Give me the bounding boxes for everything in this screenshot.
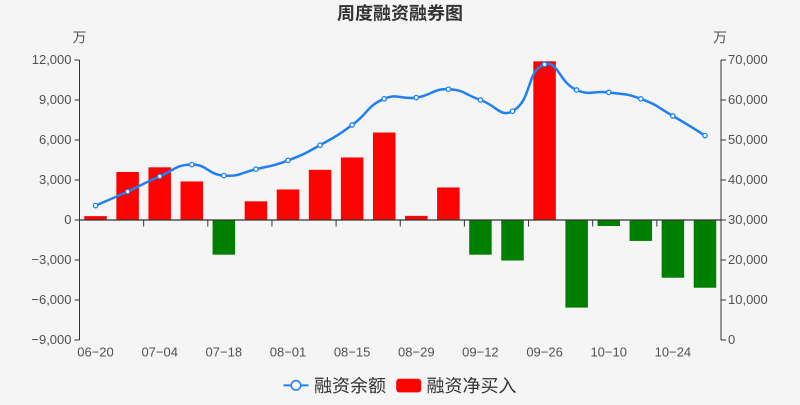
svg-text:08−01: 08−01: [270, 345, 307, 360]
svg-text:40,000: 40,000: [728, 172, 768, 187]
svg-text:3,000: 3,000: [39, 172, 72, 187]
svg-text:10,000: 10,000: [728, 292, 768, 307]
svg-text:12,000: 12,000: [32, 52, 72, 67]
svg-text:20,000: 20,000: [728, 252, 768, 267]
svg-text:10−24: 10−24: [655, 345, 692, 360]
svg-text:10−10: 10−10: [590, 345, 627, 360]
svg-text:−3,000: −3,000: [31, 252, 71, 267]
svg-text:09−12: 09−12: [462, 345, 499, 360]
svg-text:−6,000: −6,000: [31, 292, 71, 307]
svg-text:60,000: 60,000: [728, 92, 768, 107]
svg-text:−9,000: −9,000: [31, 332, 71, 347]
svg-text:07−04: 07−04: [141, 345, 178, 360]
svg-text:06−20: 06−20: [77, 345, 114, 360]
svg-text:07−18: 07−18: [206, 345, 243, 360]
svg-text:09−26: 09−26: [526, 345, 563, 360]
svg-text:08−15: 08−15: [334, 345, 371, 360]
svg-text:08−29: 08−29: [398, 345, 435, 360]
svg-text:50,000: 50,000: [728, 132, 768, 147]
svg-text:6,000: 6,000: [39, 132, 72, 147]
svg-text:9,000: 9,000: [39, 92, 72, 107]
svg-text:70,000: 70,000: [728, 52, 768, 67]
svg-text:30,000: 30,000: [728, 212, 768, 227]
svg-text:0: 0: [728, 332, 735, 347]
svg-text:0: 0: [64, 212, 71, 227]
